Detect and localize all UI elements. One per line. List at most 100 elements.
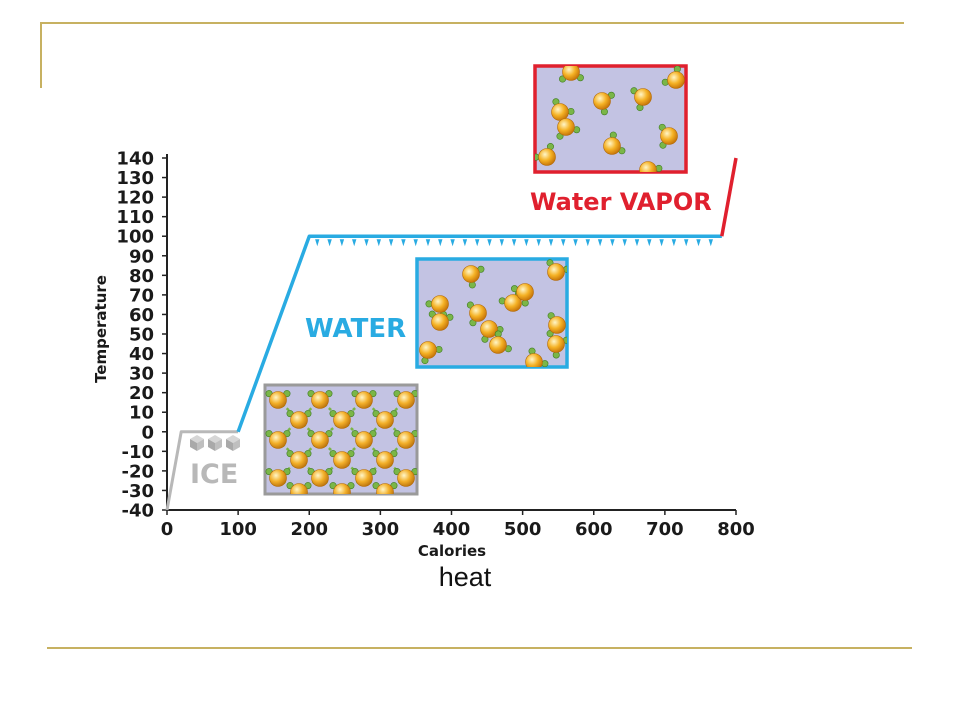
water-molecule [372,482,398,494]
water-molecule [603,131,626,155]
oxygen-atom [311,431,329,449]
oxygen-atom [660,127,678,145]
water-molecule [265,468,291,487]
water-molecule [559,66,584,83]
water-molecule [511,283,534,307]
phase-labels: ICE WATER Water VAPOR [190,188,712,490]
boiling-drip [684,239,689,247]
oxygen-atom [376,483,394,494]
boiling-drip [388,239,394,247]
oxygen-atom [525,353,543,367]
boiling-drip [659,239,664,247]
y-tick-label: 70 [129,285,154,306]
oxygen-atom [639,161,657,172]
boiling-drip [511,239,517,247]
oxygen-atom [603,137,621,155]
boiling-drip [425,239,431,247]
oxygen-atom [397,469,415,487]
y-tick-label: 10 [129,403,154,424]
oxygen-atom [333,483,351,494]
oxygen-atom [290,411,308,429]
boiling-drip [401,239,406,247]
x-tick-label: 0 [161,519,174,540]
vapor-curve-segment [720,157,738,237]
oxygen-atom [469,304,487,322]
oxygen-atom [355,431,373,449]
oxygen-atom [462,265,480,283]
top-rule [40,22,904,24]
y-tick-label: 90 [129,246,154,267]
liquid-water-box [415,257,569,369]
y-tick-label: -40 [121,501,154,522]
boiling-drip [364,239,369,247]
water-molecule [286,482,312,494]
y-tick-label: 130 [116,168,154,189]
y-tick-label: 100 [116,227,154,248]
tick-labels: 1401301201101009080706050403020100-10-20… [116,149,754,541]
left-rule [40,22,42,88]
water-molecule [547,335,567,359]
oxygen-atom [634,88,652,106]
water-molecule [393,390,417,409]
heating-curve [165,157,738,511]
ice-cube-icon [190,435,204,451]
bottom-rule [47,647,912,649]
oxygen-atom [548,316,566,334]
water-molecule [286,410,312,429]
y-tick-label: 0 [141,422,154,443]
oxygen-atom [593,92,611,110]
oxygen-atom [397,391,415,409]
water-molecule [286,450,312,469]
boiling-drip [376,239,381,247]
water-molecule [351,468,377,487]
oxygen-atom [311,391,329,409]
water-molecule [658,123,678,149]
boiling-drip [647,239,652,247]
boiling-drip [339,239,345,247]
oxygen-atom [419,341,437,359]
oxygen-atom [333,451,351,469]
ice-label: ICE [190,459,238,490]
y-tick-label: 110 [116,207,154,228]
y-axis-title: Temperature [92,275,110,383]
water-molecule [265,430,291,449]
water-molecule [265,390,291,409]
water-molecule [307,390,333,409]
boiling-drip [597,239,603,247]
oxygen-atom [290,483,308,494]
y-tick-label: 140 [116,149,154,170]
water-molecule [329,482,355,494]
y-tick-label: 120 [116,188,154,209]
boiling-drip [671,239,677,247]
water-molecule [329,410,355,429]
oxygen-atom [269,391,287,409]
oxygen-atom [547,263,565,281]
boiling-drip [499,239,504,247]
oxygen-atom [355,391,373,409]
boiling-drip [413,239,418,247]
x-tick-label: 500 [504,519,542,540]
x-tick-label: 600 [575,519,613,540]
water-molecule [393,468,417,487]
boiling-drip [536,239,541,247]
water-molecule [462,265,485,289]
water-molecule [556,118,581,140]
y-tick-label: -30 [121,481,154,502]
ice-curve-segment [165,430,239,511]
water-molecule [546,312,566,338]
y-tick-label: 60 [129,305,154,326]
oxygen-atom [538,148,556,166]
heat-caption: heat [438,562,492,592]
oxygen-atom [551,103,569,121]
boiling-drip [352,239,357,247]
oxygen-atom [431,295,449,313]
water-molecule [546,259,567,281]
water-molecule [535,143,556,166]
y-tick-label: 20 [129,383,154,404]
water-molecule [525,347,549,367]
y-tick-label: -10 [121,442,154,463]
ice-box-frame [263,383,419,496]
water-label: WATER [305,314,406,344]
